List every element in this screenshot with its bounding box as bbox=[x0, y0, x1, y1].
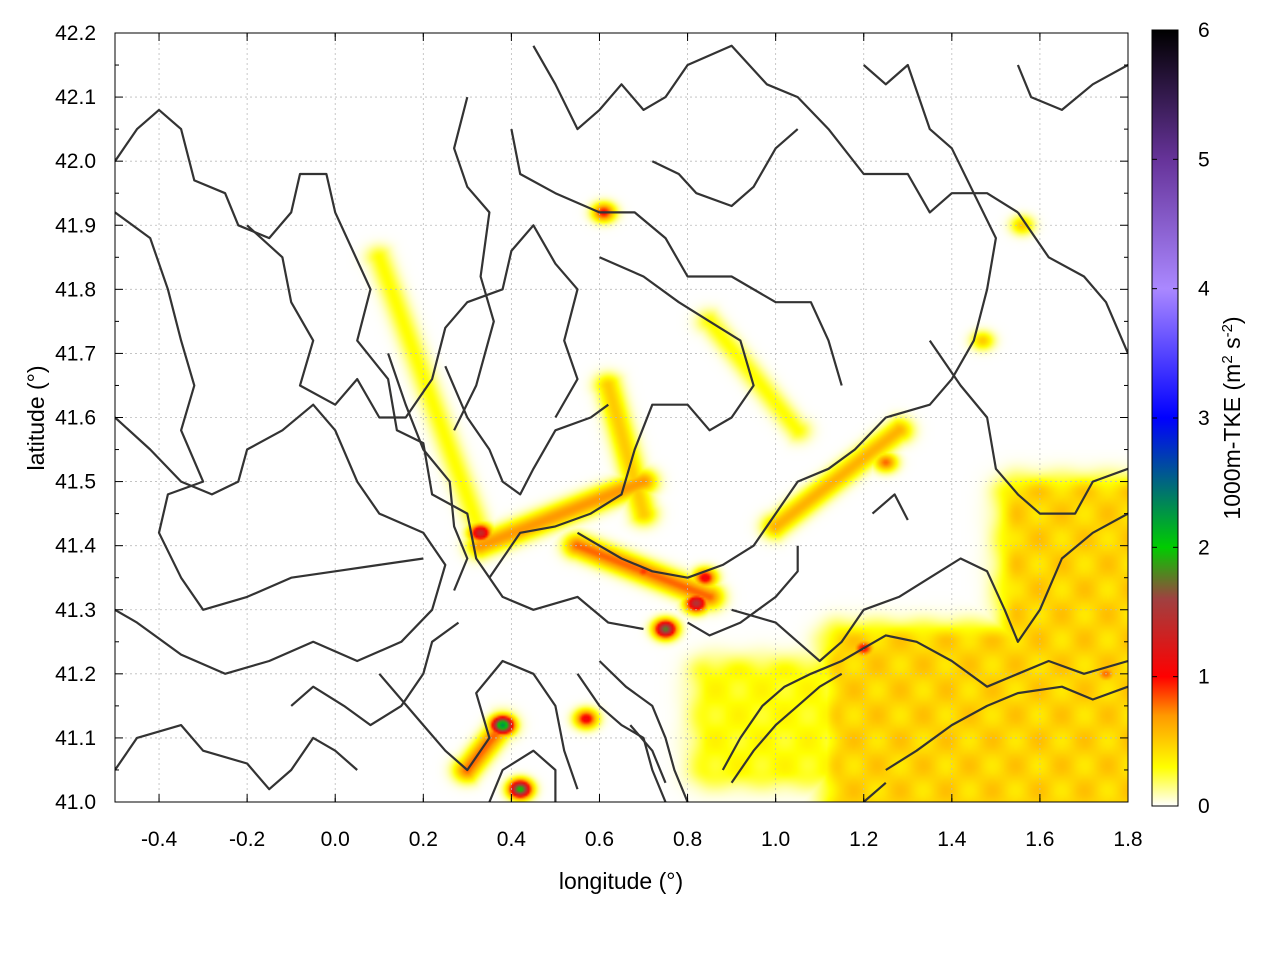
y-axis-tick-labels: 41.0 41.1 41.2 41.3 41.4 41.5 41.6 41.7 41.8 41.9… bbox=[55, 22, 96, 814]
y-tick-label: 41.8 bbox=[55, 278, 96, 301]
terrain-contour-line bbox=[115, 211, 424, 611]
terrain-contour-line bbox=[488, 256, 755, 579]
y-tick-label: 42.0 bbox=[55, 150, 96, 173]
y-tick-label: 41.7 bbox=[55, 342, 96, 365]
x-tick-label: 0.8 bbox=[673, 828, 702, 851]
y-tick-label: 41.0 bbox=[55, 791, 96, 814]
colorbar-tick-label: 2 bbox=[1198, 536, 1210, 559]
terrain-contour-line bbox=[532, 44, 1019, 214]
terrain-contour-line bbox=[871, 493, 909, 521]
terrain-contour-line bbox=[290, 621, 460, 727]
terrain-contour-line bbox=[246, 224, 579, 419]
x-tick-label: 1.6 bbox=[1025, 828, 1054, 851]
colorbar-tick-label: 1 bbox=[1198, 666, 1210, 689]
colorbar: 0 1 2 3 4 5 6 1000m-TKE (m2 s-2) bbox=[1151, 19, 1246, 818]
x-tick-label: 0.0 bbox=[321, 828, 350, 851]
terrain-contour-line bbox=[115, 403, 447, 675]
terrain-contour-line bbox=[598, 660, 689, 802]
terrain-contour-line bbox=[453, 96, 495, 431]
y-tick-label: 41.5 bbox=[55, 471, 96, 494]
terrain-contour-line bbox=[731, 512, 1128, 663]
terrain-contour-line bbox=[115, 724, 358, 791]
terrain-contour-line bbox=[651, 128, 799, 208]
colorbar-tick-label: 0 bbox=[1198, 795, 1210, 818]
colorbar-ticks: 0 1 2 3 4 5 6 bbox=[1152, 19, 1210, 818]
axis-ticks bbox=[115, 32, 1129, 803]
x-tick-label: 1.2 bbox=[849, 828, 878, 851]
colorbar-tick-label: 4 bbox=[1198, 278, 1210, 301]
terrain-contour-line bbox=[928, 339, 1128, 515]
terrain-contour-line bbox=[510, 128, 843, 386]
x-tick-label: -0.2 bbox=[229, 828, 265, 851]
terrain-contour-line bbox=[576, 63, 997, 579]
x-tick-label: 1.4 bbox=[937, 828, 967, 851]
terrain-contour-line bbox=[730, 672, 843, 784]
colorbar-tick-label: 6 bbox=[1198, 19, 1210, 42]
terrain-contour-line bbox=[488, 749, 557, 802]
y-tick-label: 42.1 bbox=[55, 86, 96, 109]
terrain-contours bbox=[115, 44, 1128, 802]
terrain-contour-line bbox=[115, 108, 644, 631]
terrain-contour-line bbox=[721, 634, 1128, 771]
terrain-contour-line bbox=[1016, 64, 1128, 111]
terrain-contour-line bbox=[862, 781, 887, 802]
terrain-contour-line bbox=[1016, 211, 1128, 354]
x-axis-tick-labels: -0.4 -0.2 0.0 0.2 0.4 0.6 0.8 1.0 1.2 1.4 1.6 1.8 bbox=[141, 828, 1143, 851]
terrain-contour-line bbox=[387, 353, 469, 591]
y-tick-label: 41.4 bbox=[55, 535, 96, 558]
plot-area bbox=[114, 32, 1129, 803]
y-tick-label: 41.9 bbox=[55, 214, 96, 237]
x-tick-label: 0.6 bbox=[585, 828, 614, 851]
terrain-contour-line bbox=[576, 673, 667, 802]
terrain-contour-line bbox=[885, 685, 1128, 771]
x-tick-label: 0.2 bbox=[409, 828, 438, 851]
y-tick-label: 41.2 bbox=[55, 663, 96, 686]
x-tick-label: -0.4 bbox=[141, 828, 178, 851]
terrain-contour-line bbox=[687, 545, 799, 637]
x-tick-label: 1.0 bbox=[761, 828, 790, 851]
y-axis-label: latitude (°) bbox=[23, 365, 49, 470]
colorbar-tick-label: 5 bbox=[1198, 148, 1210, 171]
x-tick-label: 0.4 bbox=[497, 828, 527, 851]
x-axis-label: longitude (°) bbox=[559, 868, 683, 894]
terrain-contour-line bbox=[378, 659, 579, 790]
terrain-contour-line bbox=[629, 724, 667, 784]
y-tick-label: 41.1 bbox=[55, 727, 96, 750]
y-tick-label: 41.6 bbox=[55, 407, 96, 430]
x-tick-label: 1.8 bbox=[1113, 828, 1142, 851]
colorbar-tick-label: 3 bbox=[1198, 407, 1210, 430]
terrain-contour-line bbox=[444, 365, 609, 496]
y-tick-label: 41.3 bbox=[55, 599, 96, 622]
y-tick-label: 42.2 bbox=[55, 22, 96, 45]
colorbar-label: 1000m-TKE (m2 s-2) bbox=[1219, 316, 1246, 519]
